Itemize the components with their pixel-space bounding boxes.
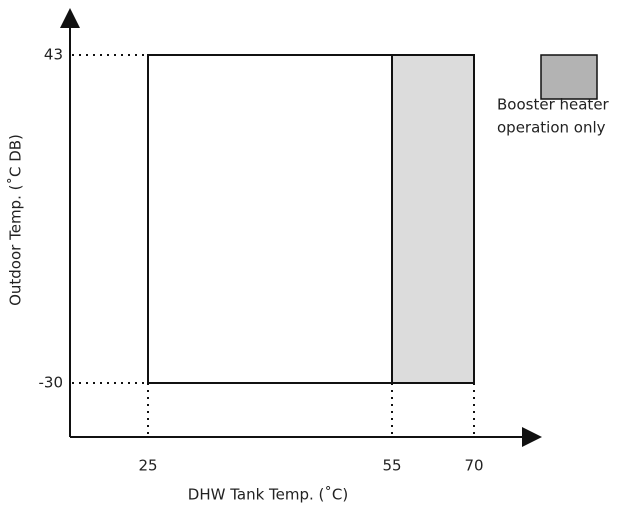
booster-range bbox=[391, 54, 475, 384]
guide-lines bbox=[72, 54, 475, 437]
x-tick-label: 70 bbox=[464, 457, 483, 475]
y-axis-label: Outdoor Temp. (˚C DB) bbox=[7, 134, 25, 306]
legend-text: operation only bbox=[497, 119, 606, 137]
y-tick-label: 43 bbox=[44, 46, 63, 64]
y-tick-label: -30 bbox=[39, 374, 64, 392]
x-tick-label: 55 bbox=[382, 457, 401, 475]
heat-pump-range bbox=[147, 54, 393, 384]
x-axis-label: DHW Tank Temp. (˚C) bbox=[188, 486, 348, 504]
legend-text: Booster heater bbox=[497, 96, 610, 114]
x-tick-label: 25 bbox=[138, 457, 157, 475]
legend-swatch bbox=[540, 54, 598, 100]
